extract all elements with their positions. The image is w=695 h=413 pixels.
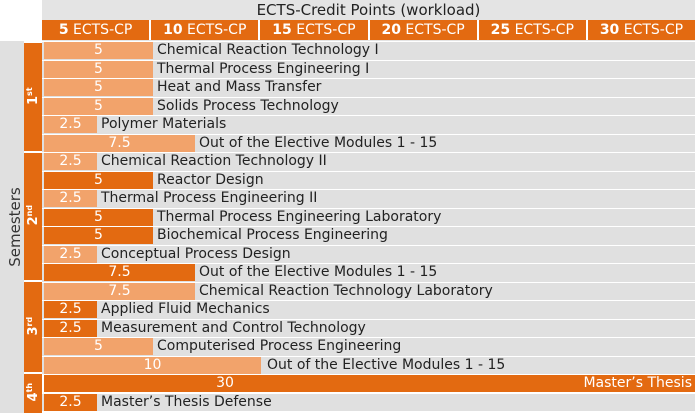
module-cp-bar: 2.5	[44, 153, 97, 170]
module-name: Polymer Materials	[101, 116, 227, 132]
cp-column-15: 15 ECTS-CP	[258, 20, 368, 40]
semester-label-4: 4th	[24, 382, 42, 402]
module-name: Master’s Thesis Defense	[101, 393, 272, 410]
cp-column-10: 10 ECTS-CP	[149, 20, 259, 40]
module-cp-bar: 5	[44, 171, 153, 189]
module-name: Thermal Process Engineering II	[101, 190, 318, 206]
semester-label-1: 1st	[24, 87, 42, 105]
row-background	[42, 41, 695, 60]
row-background	[42, 207, 695, 226]
module-cp-bar: 7.5	[44, 264, 195, 281]
module-name: Thermal Process Engineering I	[157, 60, 370, 77]
row-background	[42, 318, 695, 337]
module-name: Thermal Process Engineering Laboratory	[157, 208, 442, 225]
module-cp-bar: 5	[44, 208, 153, 226]
module-name: Chemical Reaction Technology I	[157, 42, 379, 58]
semester-band-2	[24, 151, 42, 281]
row-background	[42, 78, 695, 97]
module-cp-bar: 2.5	[44, 116, 97, 133]
module-name: Heat and Mass Transfer	[157, 79, 322, 95]
module-cp-bar: 30	[44, 375, 406, 392]
module-cp-bar: 10	[44, 356, 261, 374]
module-name: Out of the Elective Modules 1 - 15	[267, 356, 506, 373]
cp-column-30: 30 ECTS-CP	[585, 20, 695, 40]
row-background	[42, 170, 695, 189]
cp-column-20: 20 ECTS-CP	[367, 20, 477, 40]
row-background	[42, 115, 695, 134]
module-name: Chemical Reaction Technology II	[101, 153, 327, 169]
row-background	[42, 133, 695, 152]
cp-column-headers: 5 ECTS-CP 10 ECTS-CP 15 ECTS-CP 20 ECTS-…	[42, 20, 695, 40]
header-title: ECTS-Credit Points (workload)	[256, 1, 481, 19]
module-cp-bar: 2.5	[44, 190, 97, 207]
row-background	[42, 189, 695, 208]
row-background	[42, 392, 695, 411]
semester-band-4	[24, 372, 42, 413]
module-name: Computerised Process Engineering	[157, 338, 402, 354]
row-background	[42, 244, 695, 263]
module-name: Solids Process Technology	[157, 97, 339, 114]
module-cp-bar-extension	[404, 375, 695, 392]
row-background	[42, 152, 695, 171]
row-background	[42, 96, 695, 115]
module-name: Out of the Elective Modules 1 - 15	[199, 134, 438, 151]
module-name: Master’s Thesis	[583, 375, 692, 391]
semester-band-1	[24, 41, 42, 152]
module-name: Biochemical Process Engineering	[157, 227, 388, 243]
semester-band-3	[24, 280, 42, 373]
semester-label-3: 3rd	[24, 316, 42, 336]
module-cp-bar: 2.5	[44, 393, 97, 411]
row-background	[42, 226, 695, 245]
row-background	[42, 337, 695, 356]
module-cp-bar: 5	[44, 227, 153, 244]
module-name: Measurement and Control Technology	[101, 319, 366, 336]
module-cp-bar: 5	[44, 338, 153, 355]
module-cp-bar: 2.5	[44, 319, 97, 337]
module-cp-bar: 5	[44, 60, 153, 78]
cp-column-5: 5 ECTS-CP	[42, 20, 150, 40]
semesters-axis-label: Semesters	[6, 187, 24, 267]
module-cp-bar: 7.5	[44, 282, 195, 300]
cp-column-25: 25 ECTS-CP	[476, 20, 586, 40]
module-name: Applied Fluid Mechanics	[101, 301, 270, 317]
module-name: Out of the Elective Modules 1 - 15	[199, 264, 438, 280]
module-name: Chemical Reaction Technology Laboratory	[199, 282, 493, 299]
row-background	[42, 300, 695, 319]
module-cp-bar: 7.5	[44, 134, 195, 152]
module-cp-bar: 5	[44, 42, 153, 59]
module-cp-bar: 5	[44, 97, 153, 115]
row-background	[42, 263, 695, 282]
row-background	[42, 281, 695, 300]
row-background	[42, 59, 695, 78]
module-cp-bar: 2.5	[44, 245, 97, 263]
semesters-axis-band	[0, 41, 24, 413]
module-name: Reactor Design	[157, 171, 264, 188]
module-cp-bar: 2.5	[44, 301, 97, 318]
module-cp-bar: 5	[44, 79, 153, 96]
semester-label-2: 2nd	[24, 204, 42, 226]
module-name: Conceptual Process Design	[101, 245, 291, 262]
